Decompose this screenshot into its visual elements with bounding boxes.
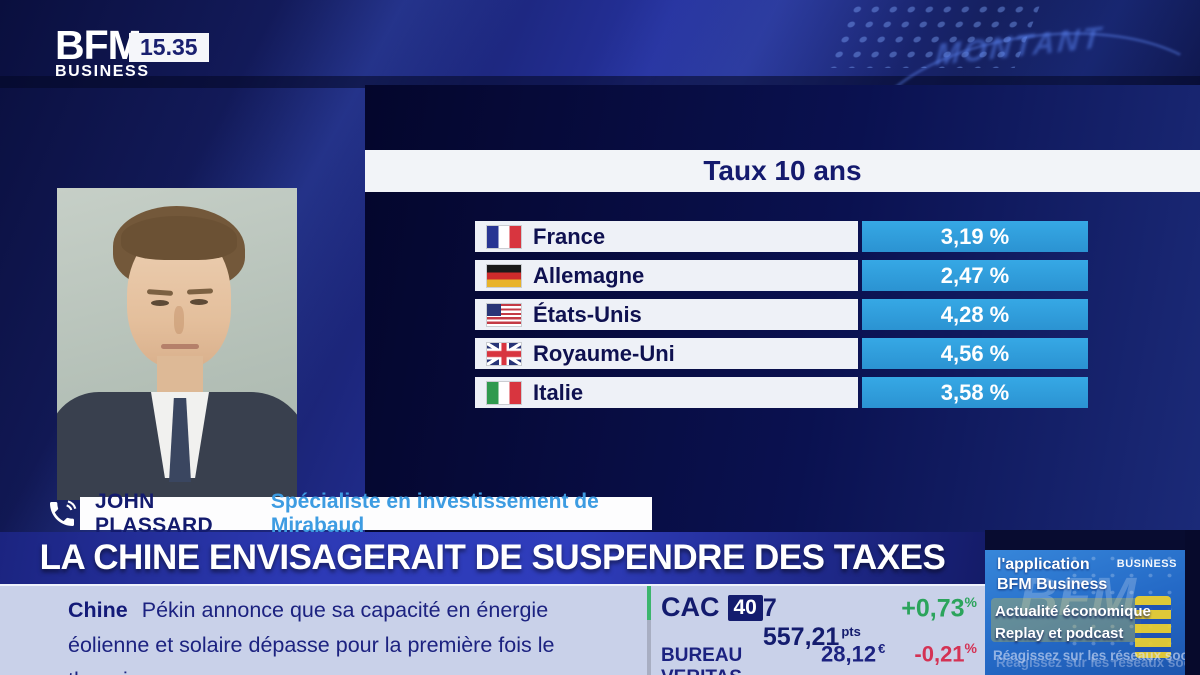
index-value: 7 557,21 pts bbox=[762, 594, 861, 651]
promo-app-line2: BFM Business bbox=[997, 576, 1108, 593]
speaker-role: Spécialiste en investissement de Mirabau… bbox=[270, 489, 599, 537]
stock-name: BUREAU VERITAS bbox=[661, 645, 743, 675]
speaker-caption: JOHN PLASSARD Spécialiste en investissem… bbox=[80, 490, 652, 537]
france-flag-icon bbox=[487, 225, 521, 248]
portrait-fringe bbox=[121, 216, 237, 260]
promo-item-economy: Actualité économique bbox=[995, 603, 1151, 620]
promo-footer: Réagissez sur les réseaux sociaux bbox=[996, 655, 1185, 670]
rate-value: 3,58 % bbox=[862, 377, 1088, 408]
country-label: Royaume-Uni bbox=[533, 340, 675, 366]
channel-logo-main: BFM bbox=[55, 22, 142, 68]
country-cell: Allemagne bbox=[475, 260, 858, 291]
index-name: CAC bbox=[661, 592, 720, 622]
speaker-name: JOHN PLASSARD bbox=[95, 489, 213, 537]
index-unit: pts bbox=[841, 623, 861, 639]
country-cell: Royaume-Uni bbox=[475, 338, 858, 369]
index-badge: 40 bbox=[727, 595, 763, 621]
right-edge-strip bbox=[1185, 530, 1200, 675]
rate-value: 4,56 % bbox=[862, 338, 1088, 369]
promo-business-logo: BUSINESS bbox=[1116, 558, 1177, 570]
table-row: États-Unis 4,28 % bbox=[475, 299, 1088, 330]
promo-watermark-logo: BFM bbox=[1019, 567, 1136, 627]
country-label: États-Unis bbox=[533, 301, 642, 327]
stock-value: 28,12 € bbox=[821, 641, 886, 667]
portrait-tie bbox=[169, 398, 191, 482]
table-row: Allemagne 2,47 % bbox=[475, 260, 1088, 291]
rates-panel-title: Taux 10 ans bbox=[365, 150, 1200, 192]
ticker-text-block: Chine Pékin annonce que sa capacité en én… bbox=[68, 593, 633, 675]
stock-unit: € bbox=[878, 641, 886, 656]
rate-value: 4,28 % bbox=[862, 299, 1088, 330]
stock-change: -0,21% bbox=[914, 640, 977, 667]
rate-value: 2,47 % bbox=[862, 260, 1088, 291]
table-row: Italie 3,58 % bbox=[475, 377, 1088, 408]
app-promo-panel: BFM BUSINESS l'application BFM Business … bbox=[985, 550, 1185, 675]
news-ticker: Chine Pékin annonce que sa capacité en én… bbox=[0, 584, 647, 675]
phone-call-icon bbox=[45, 498, 79, 530]
clock: 15.35 bbox=[129, 33, 209, 62]
country-cell: France bbox=[475, 221, 858, 252]
table-row: France 3,19 % bbox=[475, 221, 1088, 252]
promo-yellow-ghost-shape bbox=[991, 598, 1141, 642]
uk-flag-icon bbox=[487, 342, 521, 365]
channel-logo-sub: BUSINESS bbox=[55, 62, 150, 80]
headline-banner: LA CHINE ENVISAGERAIT DE SUSPENDRE DES T… bbox=[0, 532, 985, 584]
index-change: +0,73% bbox=[901, 593, 977, 622]
promo-app-line1: l'application bbox=[997, 556, 1090, 573]
ticker-tag: Chine bbox=[68, 598, 128, 622]
separator-green bbox=[647, 586, 651, 620]
ticker-text: Pékin annonce que sa capacité en énergie… bbox=[68, 598, 555, 675]
promo-item-replay: Replay et podcast bbox=[995, 625, 1124, 642]
promo-footer-ghost: Réagissez sur les réseaux sociaux bbox=[993, 648, 1185, 663]
separator-grey bbox=[647, 620, 651, 675]
rates-panel: Taux 10 ans France 3,19 % Allemagne 2,47… bbox=[365, 85, 1200, 532]
country-label: France bbox=[533, 223, 606, 249]
germany-flag-icon bbox=[487, 264, 521, 287]
country-label: Allemagne bbox=[533, 262, 645, 288]
guest-photo bbox=[57, 188, 297, 500]
promo-app-icon bbox=[1135, 596, 1171, 658]
channel-logo: BFM BUSINESS bbox=[55, 22, 150, 81]
country-label: Italie bbox=[533, 379, 584, 405]
market-row-bureau-veritas: BUREAU VERITAS 28,12€ -0,21% bbox=[661, 640, 977, 675]
market-row-cac40: CAC 40 7 557,21 pts +0,73% bbox=[661, 592, 977, 652]
country-cell: Italie bbox=[475, 377, 858, 408]
usa-flag-icon bbox=[487, 303, 521, 326]
table-row: Royaume-Uni 4,56 % bbox=[475, 338, 1088, 369]
rates-table: France 3,19 % Allemagne 2,47 % États-Uni… bbox=[475, 221, 1088, 416]
country-cell: États-Unis bbox=[475, 299, 858, 330]
rate-value: 3,19 % bbox=[862, 221, 1088, 252]
italy-flag-icon bbox=[487, 381, 521, 404]
